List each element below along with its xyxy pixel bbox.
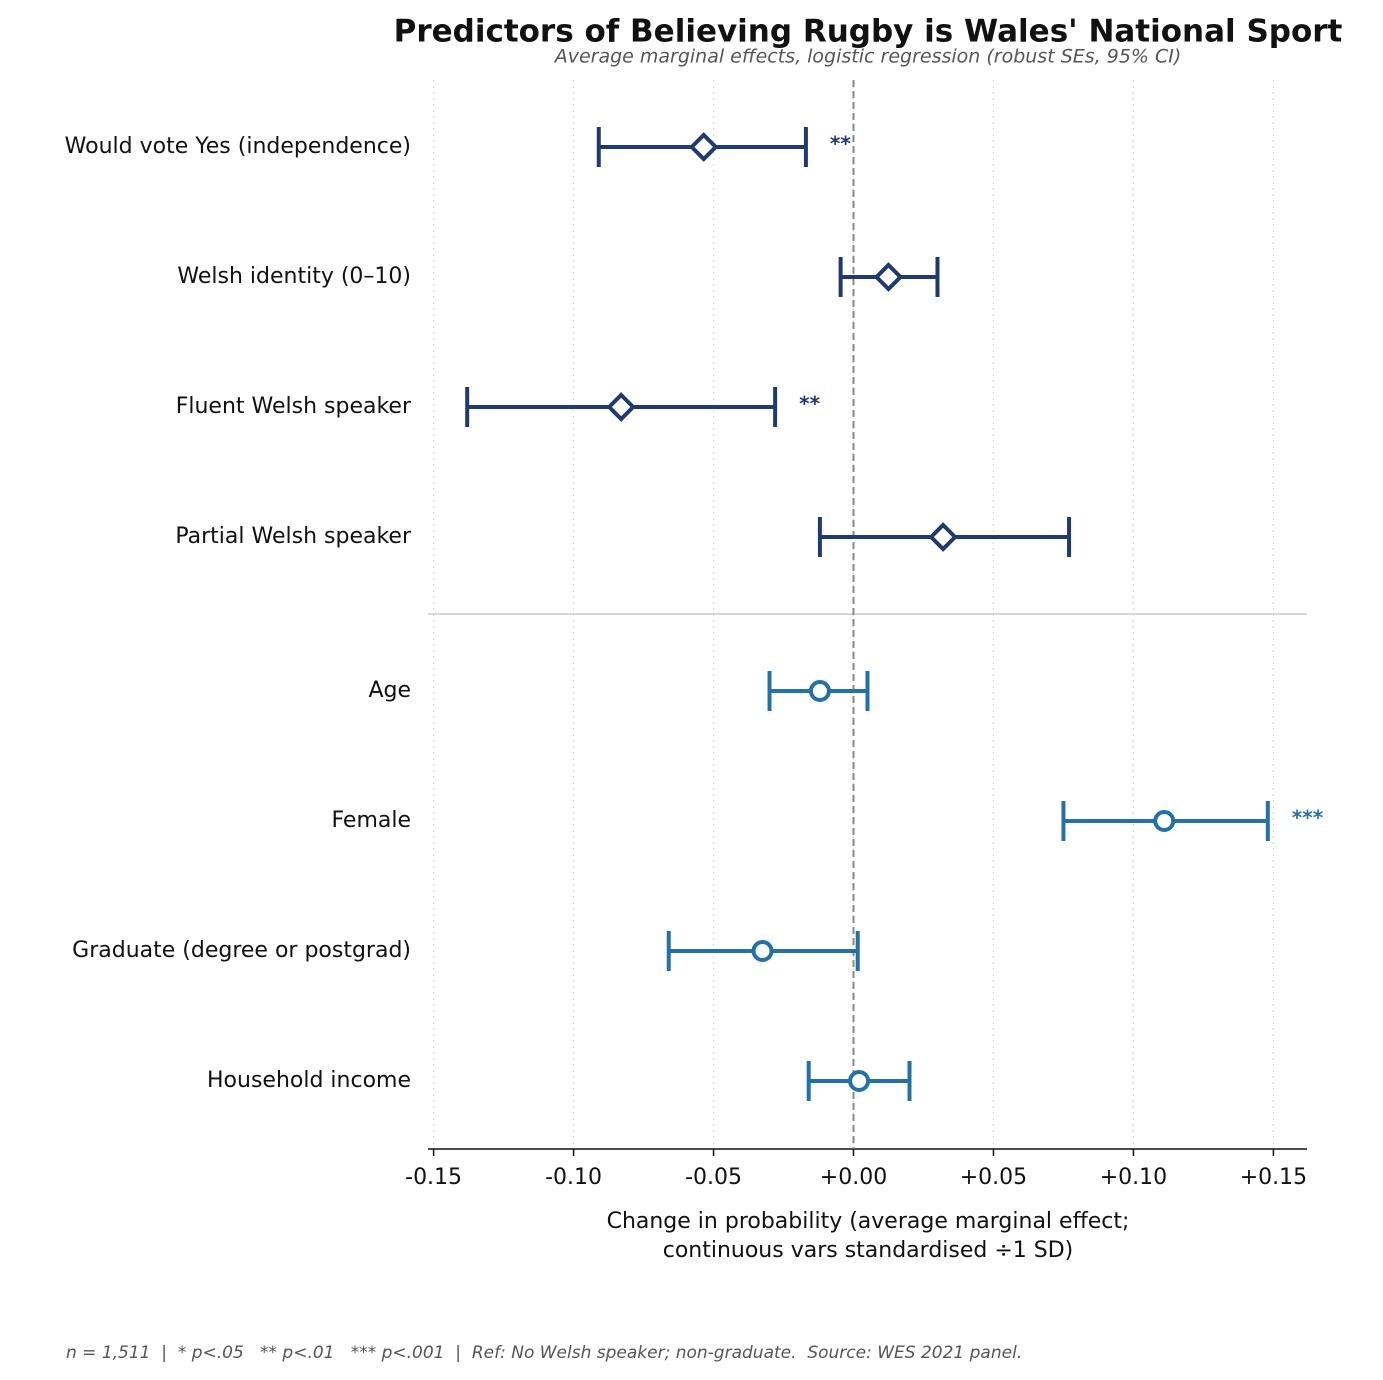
significance-label: *** (1292, 806, 1324, 830)
y-tick-label: Would vote Yes (independence) (65, 134, 411, 159)
chart-subtitle: Average marginal effects, logistic regre… (553, 46, 1182, 68)
significance-label: ** (830, 132, 851, 156)
point-estimate (808, 680, 831, 702)
x-tick-label: +0.05 (960, 1165, 1027, 1190)
point-estimate (928, 522, 958, 552)
y-tick-label: Welsh identity (0–10) (177, 264, 411, 289)
footnote: n = 1,511 | * p<.05 ** p<.01 *** p<.001 … (66, 1343, 1022, 1363)
significance-label: ** (799, 392, 820, 416)
x-tick-label: +0.00 (820, 1165, 887, 1190)
point-estimate (688, 132, 719, 162)
point-estimate (1153, 810, 1176, 832)
y-tick-label: Fluent Welsh speaker (176, 394, 412, 419)
point-estimate (751, 940, 774, 962)
point-estimate (873, 262, 904, 292)
y-tick-label: Female (331, 808, 411, 833)
chart-title: Predictors of Believing Rugby is Wales' … (394, 14, 1343, 50)
point-estimate (848, 1070, 871, 1092)
x-tick-label: -0.15 (405, 1165, 462, 1190)
x-axis-label: Change in probability (average marginal … (607, 1209, 1130, 1234)
y-tick-label: Age (368, 678, 411, 703)
x-tick-label: +0.15 (1240, 1165, 1307, 1190)
y-tick-label: Graduate (degree or postgrad) (72, 938, 411, 963)
x-tick-label: -0.05 (685, 1165, 742, 1190)
x-tick-label: -0.10 (545, 1165, 602, 1190)
y-tick-label: Household income (207, 1068, 411, 1093)
y-tick-label: Partial Welsh speaker (175, 524, 412, 549)
x-tick-label: +0.10 (1100, 1165, 1167, 1190)
x-axis-label: continuous vars standardised ÷1 SD) (663, 1238, 1074, 1263)
point-estimate (606, 392, 636, 422)
